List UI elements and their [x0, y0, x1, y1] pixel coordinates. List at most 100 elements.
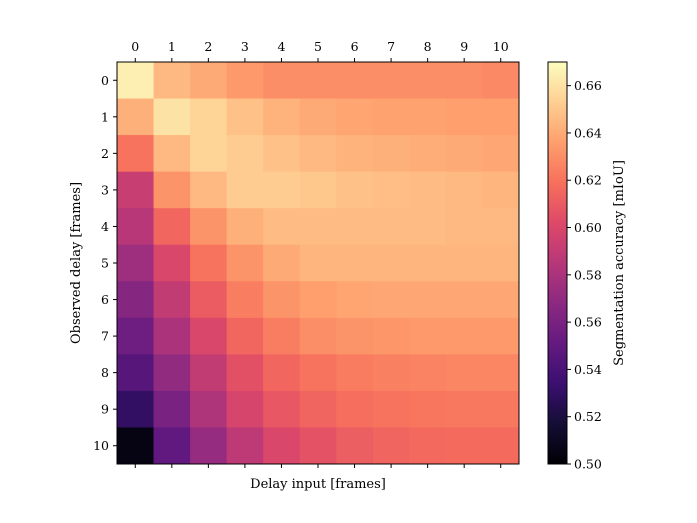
- heatmap-cell: [336, 390, 374, 428]
- heatmap-cell: [482, 98, 520, 136]
- heatmap-cell: [299, 135, 337, 173]
- heatmap-cell: [336, 98, 374, 136]
- heatmap-cell: [190, 135, 228, 173]
- heatmap-cell: [372, 244, 410, 282]
- heatmap-cell: [409, 427, 447, 465]
- x-tick-label: 4: [277, 39, 285, 54]
- heatmap-cell: [263, 317, 301, 355]
- heatmap-cell: [263, 390, 301, 428]
- heatmap-cell: [445, 98, 483, 136]
- x-axis-top-ticks: 0 1 2 3 4 5 6 7 8 9 10: [131, 39, 509, 62]
- colorbar-tick-label: 0.52: [574, 409, 602, 424]
- heatmap-cell: [445, 62, 483, 99]
- heatmap-cell: [409, 62, 447, 99]
- heatmap-cell: [226, 98, 264, 136]
- heatmap-cell: [117, 208, 154, 246]
- heatmap-cell: [372, 135, 410, 173]
- heatmap-cell: [263, 354, 301, 392]
- heatmap-cell: [226, 281, 264, 319]
- heatmap-cells: [117, 62, 520, 465]
- heatmap-cell: [190, 208, 228, 246]
- heatmap-cell: [153, 244, 191, 282]
- heatmap-cell: [372, 98, 410, 136]
- heatmap-cell: [153, 98, 191, 136]
- heatmap-cell: [336, 62, 374, 99]
- heatmap-cell: [372, 62, 410, 99]
- heatmap-cell: [190, 62, 228, 99]
- heatmap-cell: [117, 244, 154, 282]
- y-tick-label: 7: [101, 329, 109, 344]
- heatmap-cell: [263, 98, 301, 136]
- heatmap-cell: [226, 317, 264, 355]
- colorbar-tick-label: 0.60: [574, 220, 602, 235]
- heatmap-cell: [336, 317, 374, 355]
- heatmap-cell: [409, 390, 447, 428]
- heatmap-cell: [445, 171, 483, 209]
- heatmap-cell: [190, 427, 228, 465]
- heatmap-cell: [445, 281, 483, 319]
- heatmap-cell: [117, 62, 154, 99]
- heatmap-cell: [409, 135, 447, 173]
- heatmap-cell: [409, 98, 447, 136]
- heatmap-cell: [263, 171, 301, 209]
- heatmap-cell: [263, 135, 301, 173]
- heatmap-cell: [409, 354, 447, 392]
- heatmap-cell: [482, 208, 520, 246]
- heatmap-cell: [482, 171, 520, 209]
- y-tick-label: 1: [101, 109, 109, 124]
- heatmap-cell: [299, 354, 337, 392]
- heatmap-cell: [117, 427, 154, 465]
- y-axis-label: Observed delay [frames]: [69, 182, 84, 344]
- heatmap-cell: [445, 390, 483, 428]
- colorbar-tick-label: 0.64: [574, 125, 602, 140]
- heatmap-cell: [482, 62, 520, 99]
- heatmap-cell: [445, 427, 483, 465]
- heatmap-cell: [372, 171, 410, 209]
- heatmap-cell: [153, 317, 191, 355]
- colorbar-tick-label: 0.62: [574, 173, 602, 188]
- heatmap-cell: [190, 244, 228, 282]
- x-tick-label: 3: [241, 39, 249, 54]
- heatmap-cell: [117, 171, 154, 209]
- heatmap-cell: [336, 354, 374, 392]
- x-tick-label: 8: [424, 39, 432, 54]
- heatmap-cell: [482, 317, 520, 355]
- heatmap-cell: [372, 354, 410, 392]
- y-tick-label: 6: [101, 292, 109, 307]
- y-tick-label: 8: [101, 365, 109, 380]
- y-tick-label: 3: [101, 182, 109, 197]
- heatmap-cell: [190, 98, 228, 136]
- heatmap-cell: [336, 427, 374, 465]
- heatmap-cell: [117, 317, 154, 355]
- colorbar-tick-label: 0.58: [574, 267, 602, 282]
- heatmap-cell: [153, 354, 191, 392]
- heatmap-cell: [299, 208, 337, 246]
- heatmap-cell: [190, 354, 228, 392]
- y-tick-label: 0: [101, 73, 109, 88]
- heatmap-cell: [153, 62, 191, 99]
- heatmap-cell: [372, 390, 410, 428]
- colorbar: [547, 61, 568, 465]
- y-tick-label: 4: [101, 219, 109, 234]
- heatmap-cell: [263, 281, 301, 319]
- y-tick-label: 10: [93, 438, 109, 453]
- y-axis-ticks: 0 1 2 3 4 5 6 7 8 9 10: [93, 73, 117, 453]
- heatmap-cell: [117, 98, 154, 136]
- x-tick-label: 1: [168, 39, 176, 54]
- y-tick-label: 9: [101, 402, 109, 417]
- heatmap-cell: [445, 208, 483, 246]
- heatmap-cell: [190, 281, 228, 319]
- heatmap-cell: [299, 317, 337, 355]
- heatmap-cell: [336, 208, 374, 246]
- heatmap-cell: [372, 208, 410, 246]
- heatmap-cell: [226, 354, 264, 392]
- heatmap-cell: [372, 281, 410, 319]
- x-tick-label: 2: [204, 39, 212, 54]
- x-tick-label: 6: [351, 39, 359, 54]
- heatmap-cell: [263, 62, 301, 99]
- heatmap-cell: [226, 171, 264, 209]
- heatmap-cell: [482, 354, 520, 392]
- heatmap-cell: [190, 171, 228, 209]
- heatmap-cell: [482, 244, 520, 282]
